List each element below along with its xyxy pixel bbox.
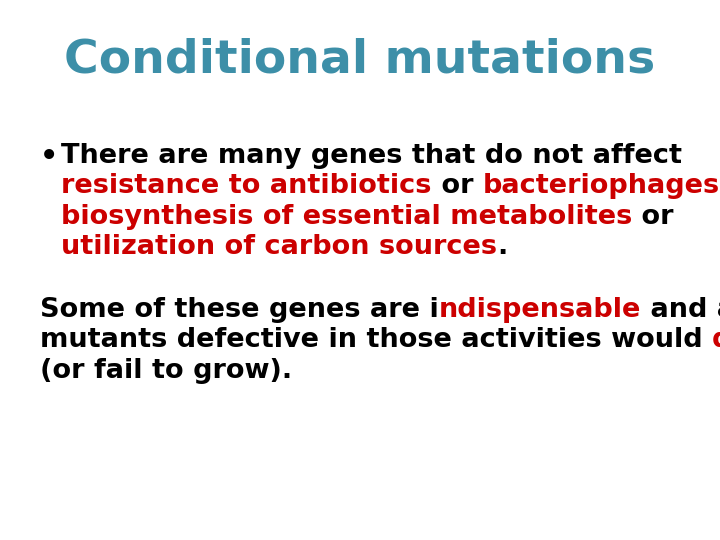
Text: or: or — [632, 204, 674, 230]
Text: biosynthesis of essential metabolites: biosynthesis of essential metabolites — [61, 204, 632, 230]
Text: .: . — [498, 234, 508, 260]
Text: ndispensable: ndispensable — [438, 297, 641, 323]
Text: Conditional mutations: Conditional mutations — [64, 38, 656, 83]
Text: mutants defective in those activities would: mutants defective in those activities wo… — [40, 327, 712, 354]
Text: or: or — [431, 173, 482, 199]
Text: bacteriophages: bacteriophages — [482, 173, 720, 199]
Text: There are many genes that do not affect: There are many genes that do not affect — [61, 143, 683, 169]
Text: and any: and any — [641, 297, 720, 323]
Text: Some of these genes are i: Some of these genes are i — [40, 297, 438, 323]
Text: utilization of carbon sources: utilization of carbon sources — [61, 234, 498, 260]
Text: •: • — [40, 143, 58, 171]
Text: resistance to antibiotics: resistance to antibiotics — [61, 173, 431, 199]
Text: die: die — [712, 327, 720, 354]
Text: (or fail to grow).: (or fail to grow). — [40, 357, 292, 384]
